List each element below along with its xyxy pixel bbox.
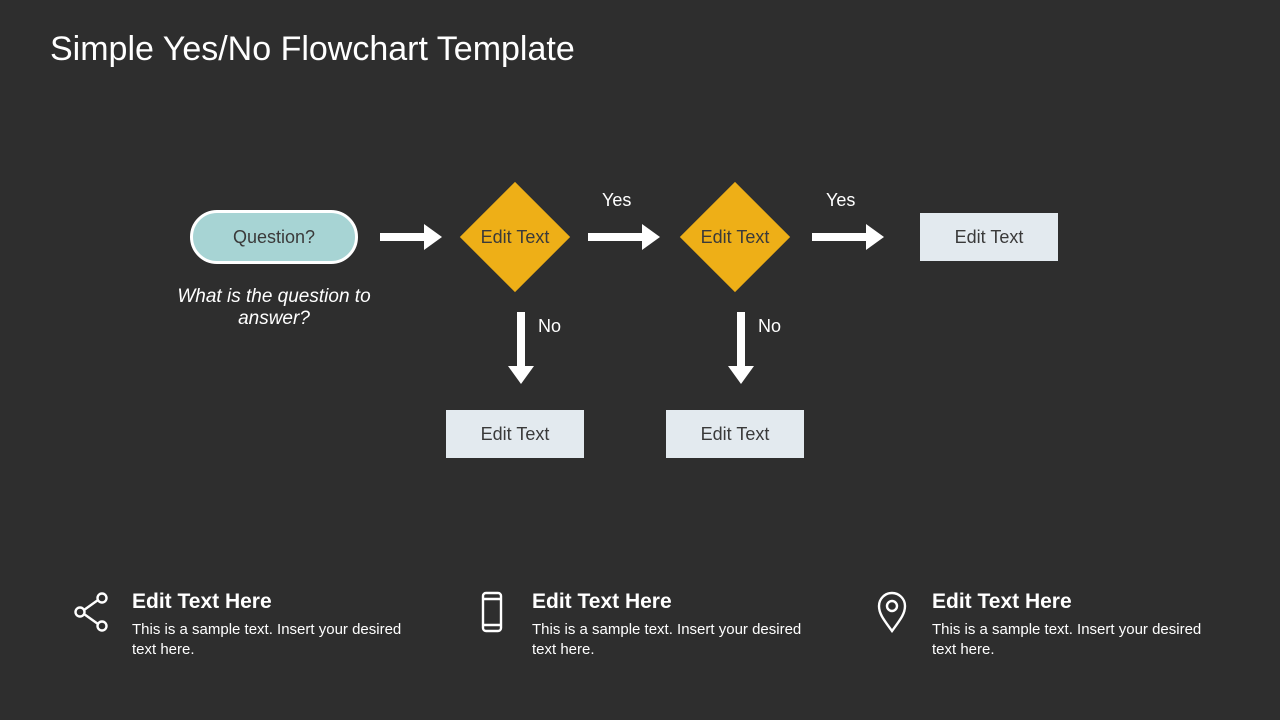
flow-node-result-no2: Edit Text xyxy=(666,410,804,458)
flow-edge xyxy=(380,223,440,251)
flow-node-start-label: Question? xyxy=(233,227,315,248)
flow-edge xyxy=(588,223,658,251)
flow-node-start: Question? xyxy=(190,210,358,264)
flow-edge-label: Yes xyxy=(602,190,631,211)
flow-node-decision-1: Edit Text xyxy=(460,182,570,292)
footer-item-2-body: This is a sample text. Insert your desir… xyxy=(532,620,810,661)
flow-node-start-subcaption: What is the question to answer? xyxy=(160,286,388,330)
slide-title: Simple Yes/No Flowchart Template xyxy=(50,30,575,69)
flow-node-label: Edit Text xyxy=(955,227,1024,248)
flow-edge xyxy=(727,312,755,382)
footer-item-3-body: This is a sample text. Insert your desir… xyxy=(932,620,1210,661)
flow-edge-label: No xyxy=(758,316,781,337)
flow-node-label: Edit Text xyxy=(701,424,770,445)
footer-item-1-body: This is a sample text. Insert your desir… xyxy=(132,620,410,661)
share-icon xyxy=(70,590,114,634)
footer-item-2-title: Edit Text Here xyxy=(532,590,810,614)
footer-item-1-title: Edit Text Here xyxy=(132,590,410,614)
footer-row: Edit Text Here This is a sample text. In… xyxy=(0,590,1280,661)
flow-edge xyxy=(812,223,882,251)
flow-node-decision-1-label: Edit Text xyxy=(481,227,550,248)
pin-icon xyxy=(870,590,914,634)
flow-edge-label: Yes xyxy=(826,190,855,211)
flow-node-label: Edit Text xyxy=(481,424,550,445)
footer-item-1: Edit Text Here This is a sample text. In… xyxy=(70,590,410,661)
flow-node-decision-2: Edit Text xyxy=(680,182,790,292)
flow-node-result-yes2: Edit Text xyxy=(920,213,1058,261)
footer-item-3: Edit Text Here This is a sample text. In… xyxy=(870,590,1210,661)
flow-edge-label: No xyxy=(538,316,561,337)
flow-node-decision-2-label: Edit Text xyxy=(701,227,770,248)
phone-icon xyxy=(470,590,514,634)
footer-item-2: Edit Text Here This is a sample text. In… xyxy=(470,590,810,661)
flow-node-result-no1: Edit Text xyxy=(446,410,584,458)
flow-edge xyxy=(507,312,535,382)
footer-item-3-title: Edit Text Here xyxy=(932,590,1210,614)
slide-canvas: Simple Yes/No Flowchart Template Questio… xyxy=(0,0,1280,720)
